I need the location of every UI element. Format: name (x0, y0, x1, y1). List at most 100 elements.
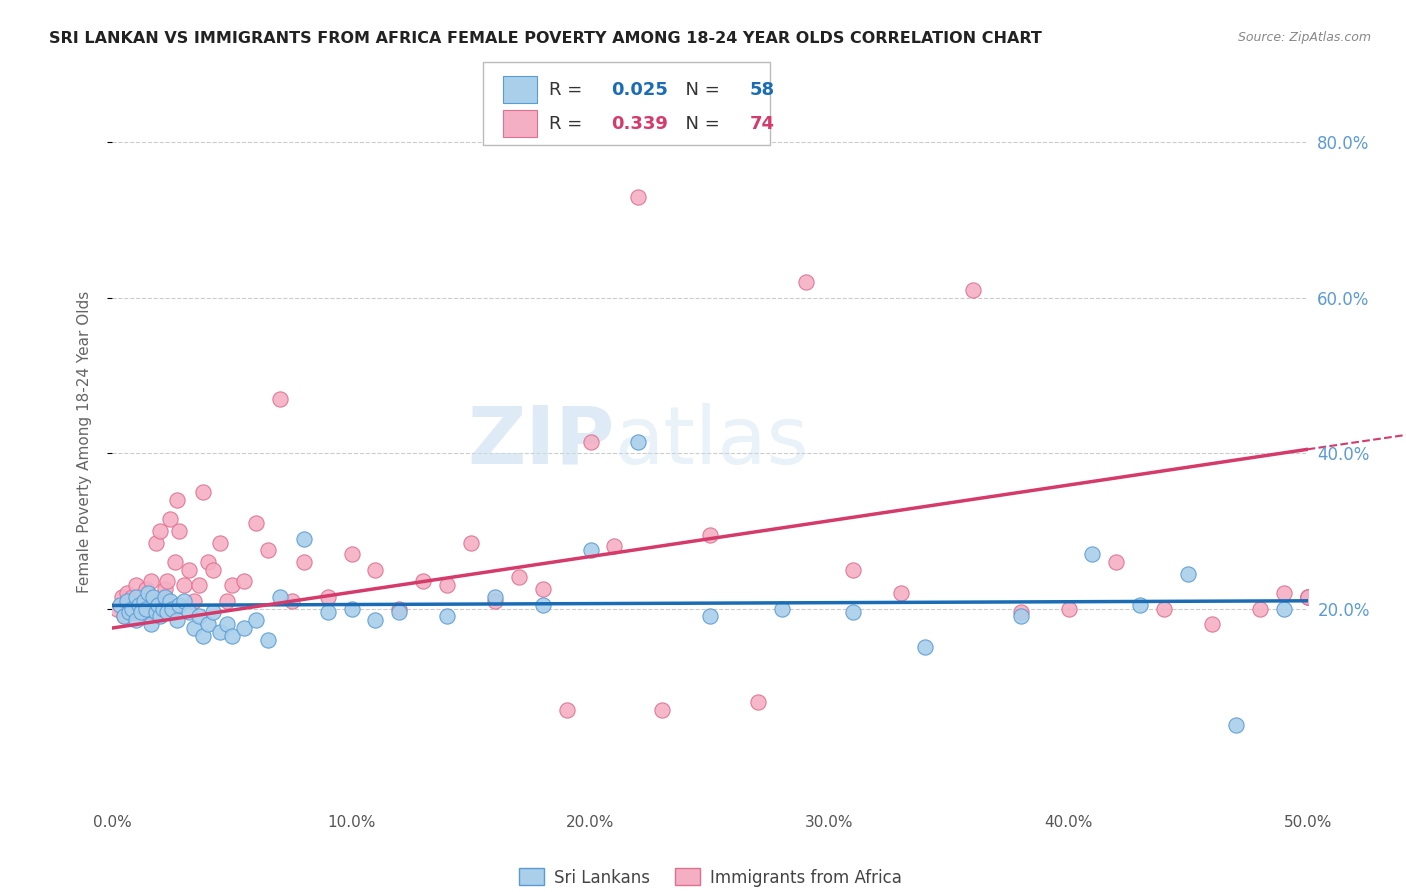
Point (142, 590, 165, 604)
Point (269, 392, 291, 406)
Point (962, 283, 984, 297)
Point (1225, 718, 1247, 732)
Point (316, 606, 339, 620)
Point (209, 624, 232, 639)
Point (1081, 547, 1104, 561)
Text: 0.339: 0.339 (610, 115, 668, 133)
Point (145, 606, 167, 620)
Point (281, 594, 304, 608)
FancyBboxPatch shape (503, 110, 537, 137)
Point (162, 601, 183, 615)
Point (118, 606, 141, 620)
Point (699, 528, 721, 542)
Point (436, 578, 458, 592)
Text: atlas: atlas (614, 402, 808, 481)
Point (115, 594, 138, 608)
Point (183, 594, 205, 608)
Point (484, 590, 506, 604)
Text: SRI LANKAN VS IMMIGRANTS FROM AFRICA FEMALE POVERTY AMONG 18-24 YEAR OLDS CORREL: SRI LANKAN VS IMMIGRANTS FROM AFRICA FEM… (49, 31, 1042, 46)
Point (152, 590, 174, 604)
Point (152, 601, 174, 615)
FancyBboxPatch shape (484, 62, 770, 145)
Point (128, 598, 150, 612)
Point (193, 629, 215, 643)
Point (914, 640, 936, 655)
Y-axis label: Female Poverty Among 18-24 Year Olds: Female Poverty Among 18-24 Year Olds (77, 291, 91, 592)
Point (114, 609, 135, 624)
Point (114, 609, 135, 624)
Point (1105, 555, 1128, 569)
Point (159, 594, 181, 608)
Point (122, 606, 145, 620)
Point (121, 590, 143, 604)
Point (146, 598, 169, 612)
Point (128, 601, 150, 615)
Point (555, 702, 578, 716)
Point (135, 601, 157, 615)
Point (484, 594, 506, 608)
Text: Source: ZipAtlas.com: Source: ZipAtlas.com (1237, 31, 1371, 45)
Point (257, 543, 280, 558)
Point (508, 570, 530, 584)
Point (257, 632, 280, 647)
Point (842, 563, 865, 577)
Point (209, 535, 232, 549)
Point (125, 613, 148, 627)
Point (221, 629, 243, 643)
Point (153, 590, 176, 604)
Point (1296, 590, 1319, 604)
Point (770, 601, 793, 615)
Point (340, 547, 363, 561)
Text: N =: N = (675, 80, 725, 99)
Point (132, 594, 155, 608)
Point (233, 621, 256, 635)
Point (197, 617, 219, 632)
Point (217, 594, 239, 608)
Point (1010, 609, 1032, 624)
Point (221, 578, 243, 592)
Point (603, 540, 626, 554)
Point (699, 609, 721, 624)
Point (135, 582, 157, 596)
Point (193, 485, 215, 500)
Point (1153, 601, 1175, 615)
Point (627, 190, 650, 204)
Point (201, 606, 224, 620)
Point (364, 563, 387, 577)
Text: 58: 58 (749, 80, 775, 99)
FancyBboxPatch shape (503, 76, 537, 103)
Point (245, 613, 267, 627)
Point (177, 563, 200, 577)
Point (177, 606, 200, 620)
Point (747, 695, 769, 709)
Point (173, 594, 195, 608)
Point (125, 578, 148, 592)
Point (139, 574, 162, 589)
Point (233, 574, 256, 589)
Text: R =: R = (548, 115, 588, 133)
Point (149, 524, 172, 538)
Point (1010, 606, 1032, 620)
Point (183, 621, 205, 635)
Point (121, 601, 143, 615)
Point (292, 555, 315, 569)
Point (842, 606, 865, 620)
Point (1177, 566, 1199, 581)
Point (436, 609, 458, 624)
Point (627, 434, 650, 449)
Point (245, 516, 267, 530)
Point (201, 563, 224, 577)
Point (125, 590, 148, 604)
Point (460, 535, 482, 549)
Point (187, 609, 209, 624)
Point (1057, 601, 1080, 615)
Point (156, 574, 179, 589)
Point (146, 598, 169, 612)
Point (142, 606, 165, 620)
Point (364, 613, 387, 627)
Point (118, 601, 141, 615)
Point (316, 590, 339, 604)
Point (292, 532, 315, 546)
Point (115, 586, 138, 600)
Point (1272, 601, 1295, 615)
